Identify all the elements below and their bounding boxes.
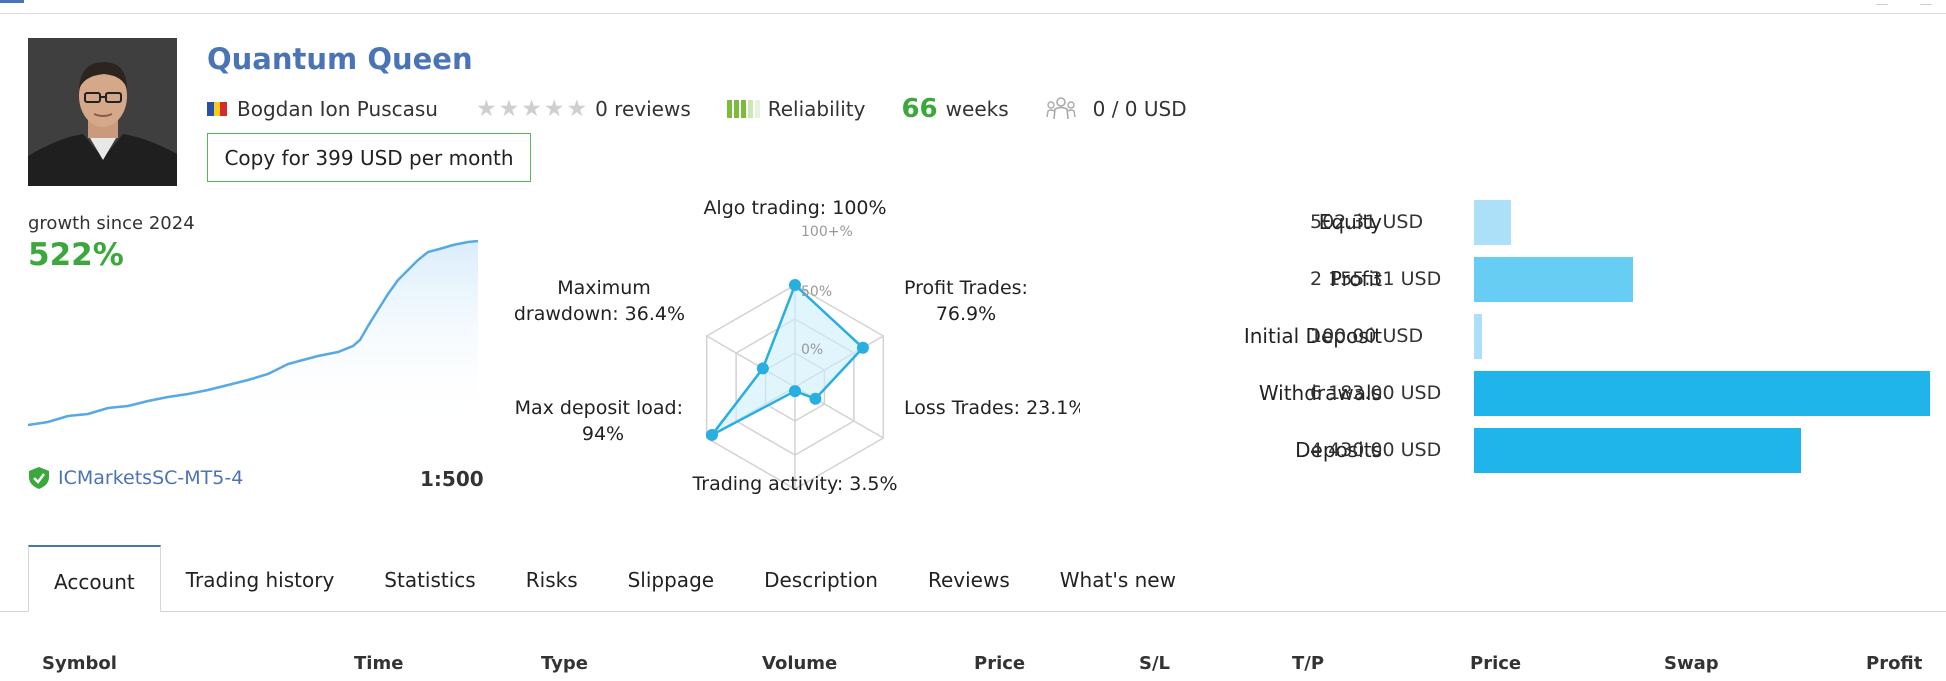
summary-label: Profit (1329, 267, 1382, 291)
broker-name[interactable]: ICMarketsSC-MT5-4 (58, 467, 244, 489)
radar-label-drawdown: Maximum (557, 277, 651, 299)
radar-point-algo-trading (789, 279, 801, 291)
summary-label: Withdrawals (1258, 381, 1382, 405)
column-header-type[interactable]: Type (541, 653, 588, 674)
radar-point-max-deposit-load (705, 428, 718, 441)
radar-label-algo: Algo trading: 100% (703, 197, 886, 219)
radar-point-maximum-drawdown (756, 362, 769, 375)
radar-point-profit-trades (856, 341, 869, 354)
summary-bar (1474, 257, 1633, 302)
growth-chart[interactable] (28, 240, 478, 430)
summary-row-withdrawals: Withdrawals 6 183.00 USD (1120, 371, 1946, 416)
star-icon: ★ (543, 96, 565, 122)
subscribers-value: 0 / 0 USD (1092, 97, 1187, 121)
settings-icon[interactable] (1920, 0, 1932, 5)
summary-value: 2 155.31 USD (1310, 268, 1442, 290)
summary-row-equity: Equity 502.31 USD (1120, 200, 1946, 245)
radar-chart: 100+% 50% 0% Algo trading: 100% Profit T… (514, 197, 1080, 495)
radar-point-trading-activity (789, 385, 801, 398)
column-header-volume[interactable]: Volume (762, 653, 838, 674)
account-summary: Equity 502.31 USD Profit 2 155.31 USD Initia… (1120, 200, 1946, 480)
column-header-profit[interactable]: Profit (1866, 653, 1923, 674)
radar-scale-100: 100+% (801, 224, 853, 240)
radar-label-profit: Profit Trades: (904, 277, 1028, 299)
star-icon: ★ (475, 96, 497, 122)
summary-bar (1474, 428, 1801, 473)
column-header-tp[interactable]: T/P (1292, 653, 1325, 674)
tab-reviews[interactable]: Reviews (927, 568, 1010, 592)
author-name[interactable]: Bogdan Ion Puscasu (237, 97, 438, 121)
tab-whats-new[interactable]: What's new (1059, 568, 1176, 592)
summary-value: 4 430.00 USD (1310, 439, 1442, 461)
signal-title[interactable]: Quantum Queen (207, 42, 473, 76)
summary-row-initial-deposit: Initial Deposit 100.00 USD (1120, 314, 1946, 359)
broker-server-link[interactable]: ICMarketsSC-MT5-4 (28, 466, 243, 490)
subscribers-icon (1045, 97, 1076, 120)
radar-label-load: Max deposit load: (515, 397, 683, 419)
tab-risks[interactable]: Risks (525, 568, 578, 592)
weeks-label: weeks (945, 97, 1009, 121)
column-header-symbol[interactable]: Symbol (42, 653, 117, 674)
growth-label: growth since 2024 (28, 213, 195, 234)
tab-statistics[interactable]: Statistics (384, 568, 476, 592)
radar-scale-0: 0% (801, 342, 823, 358)
top-nav-indicator (0, 0, 24, 3)
top-right-toolbar (1866, 0, 1946, 6)
column-header-swap[interactable]: Swap (1664, 653, 1719, 674)
avatar (28, 38, 177, 186)
header-divider (0, 13, 1946, 14)
star-icon: ★ (521, 96, 542, 122)
summary-label: Initial Deposit (1243, 324, 1382, 348)
star-icon: ★ (498, 96, 520, 122)
column-header-current-price[interactable]: Price (1470, 653, 1522, 674)
reviews-count[interactable]: 0 reviews (595, 97, 691, 121)
weeks-count: 66 (901, 94, 938, 124)
radar-label-activity: Trading activity: 3.5% (691, 473, 897, 495)
growth-area (28, 241, 478, 430)
radar-scale-50: 50% (801, 284, 832, 300)
tab-description[interactable]: Description (764, 568, 878, 592)
radar-point-loss-trades (809, 392, 822, 405)
positions-table-header: Symbol Time Type Volume Price S/L T/P Pr… (0, 653, 1946, 681)
summary-bar (1474, 314, 1482, 359)
summary-value: 502.31 USD (1310, 211, 1424, 233)
column-header-time[interactable]: Time (354, 653, 404, 674)
summary-value: 100.00 USD (1310, 325, 1424, 347)
summary-bar (1474, 200, 1512, 245)
tabs-divider (0, 611, 1946, 612)
radar-label-profit-value: 76.9% (936, 303, 996, 325)
signal-meta-row: Bogdan Ion Puscasu ★ ★ ★ ★ ★ 0 reviews R… (207, 94, 1187, 124)
star-icon: ★ (566, 96, 588, 122)
reliability-label: Reliability (767, 97, 866, 121)
column-header-open-price[interactable]: Price (974, 653, 1026, 674)
summary-row-profit: Profit 2 155.31 USD (1120, 257, 1946, 302)
column-header-sl[interactable]: S/L (1139, 653, 1171, 674)
summary-value: 6 183.00 USD (1310, 382, 1442, 404)
radar-label-load-value: 94% (582, 423, 624, 445)
radar-label-loss: Loss Trades: 23.1% (904, 397, 1080, 419)
active-tab-gap (29, 611, 152, 612)
summary-label: Deposits (1295, 438, 1382, 462)
tab-slippage[interactable]: Slippage (627, 568, 715, 592)
reliability-bars-icon (726, 100, 760, 118)
radar-label-drawdown-value: drawdown: 36.4% (514, 303, 685, 325)
tab-account[interactable]: Account (28, 545, 161, 612)
summary-row-deposits: Deposits 4 430.00 USD (1120, 428, 1946, 473)
leverage-value: 1:500 (420, 467, 484, 491)
growth-line (28, 240, 478, 427)
copy-subscribe-button[interactable]: Copy for 399 USD per month (207, 133, 531, 182)
romania-flag-icon (207, 102, 228, 116)
summary-label: Equity (1318, 210, 1382, 234)
summary-bar (1474, 371, 1930, 416)
shield-check-icon (29, 467, 49, 489)
rating-stars: ★ ★ ★ ★ ★ (476, 96, 587, 122)
tab-bar: Account Trading history Statistics Risks… (28, 545, 1201, 612)
star-icon[interactable] (1876, 0, 1888, 5)
growth-value: 522% (28, 237, 124, 273)
tab-trading-history[interactable]: Trading history (185, 568, 335, 592)
